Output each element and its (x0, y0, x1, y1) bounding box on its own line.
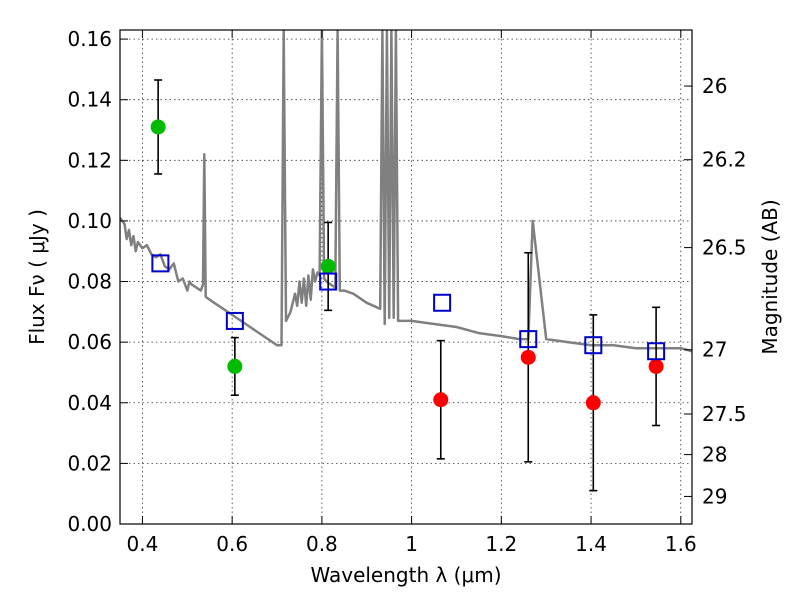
x-tick-label: 0.6 (216, 532, 248, 556)
y2-tick-label: 29 (702, 484, 727, 508)
y-tick-label: 0.10 (67, 209, 112, 233)
y-tick-label: 0.12 (67, 148, 112, 172)
model-square-marker (151, 254, 170, 273)
y2-tick-label: 27 (702, 338, 727, 362)
x-tick-label: 1.2 (485, 532, 517, 556)
x-tick-label: 1 (405, 532, 418, 556)
y2-tick-label: 26.2 (702, 148, 747, 172)
model-square-marker (319, 272, 338, 291)
model-square-marker (519, 330, 538, 349)
red-data-point (520, 349, 536, 365)
axis-ticks: 0.4 0.6 0.8 1 1.2 1.4 1.6 0.00 0.02 0.04 0.06 0.08 0… (67, 27, 746, 556)
x-tick-label: 1.6 (665, 532, 697, 556)
x-tick-label: 1.4 (575, 532, 607, 556)
red-data-point (433, 392, 449, 408)
green-data-point (320, 258, 336, 274)
spectrum-line (120, 30, 692, 353)
y-tick-label: 0.04 (67, 391, 112, 415)
red-data-point (585, 395, 601, 411)
plot-frame (119, 29, 693, 525)
model-square-marker (647, 342, 666, 361)
x-axis-title: Wavelength λ (μm) (310, 563, 501, 587)
green-data-point (227, 358, 243, 374)
plot-area (120, 30, 692, 492)
y-tick-label: 0.16 (67, 27, 112, 51)
x-tick-label: 0.8 (306, 532, 338, 556)
red-data-point (648, 358, 664, 374)
model-square-marker (584, 336, 603, 355)
y2-tick-label: 28 (702, 443, 727, 467)
y-tick-label: 0.14 (67, 88, 112, 112)
model-square-marker (433, 293, 452, 312)
y-tick-label: 0.06 (67, 330, 112, 354)
y-tick-label: 0.02 (67, 451, 112, 475)
y2-tick-label: 26.5 (702, 236, 747, 260)
green-data-point (150, 119, 166, 135)
y-tick-label: 0.08 (67, 270, 112, 294)
y-tick-label: 0.00 (67, 512, 112, 536)
model-square-marker (225, 311, 244, 330)
y-axis-title: Flux Fν ( μJy ) (25, 209, 49, 345)
y2-tick-label: 27.5 (702, 402, 747, 426)
x-tick-label: 0.4 (127, 532, 159, 556)
y2-axis-title: Magnitude (AB) (758, 199, 782, 354)
y2-tick-label: 26 (702, 74, 727, 98)
